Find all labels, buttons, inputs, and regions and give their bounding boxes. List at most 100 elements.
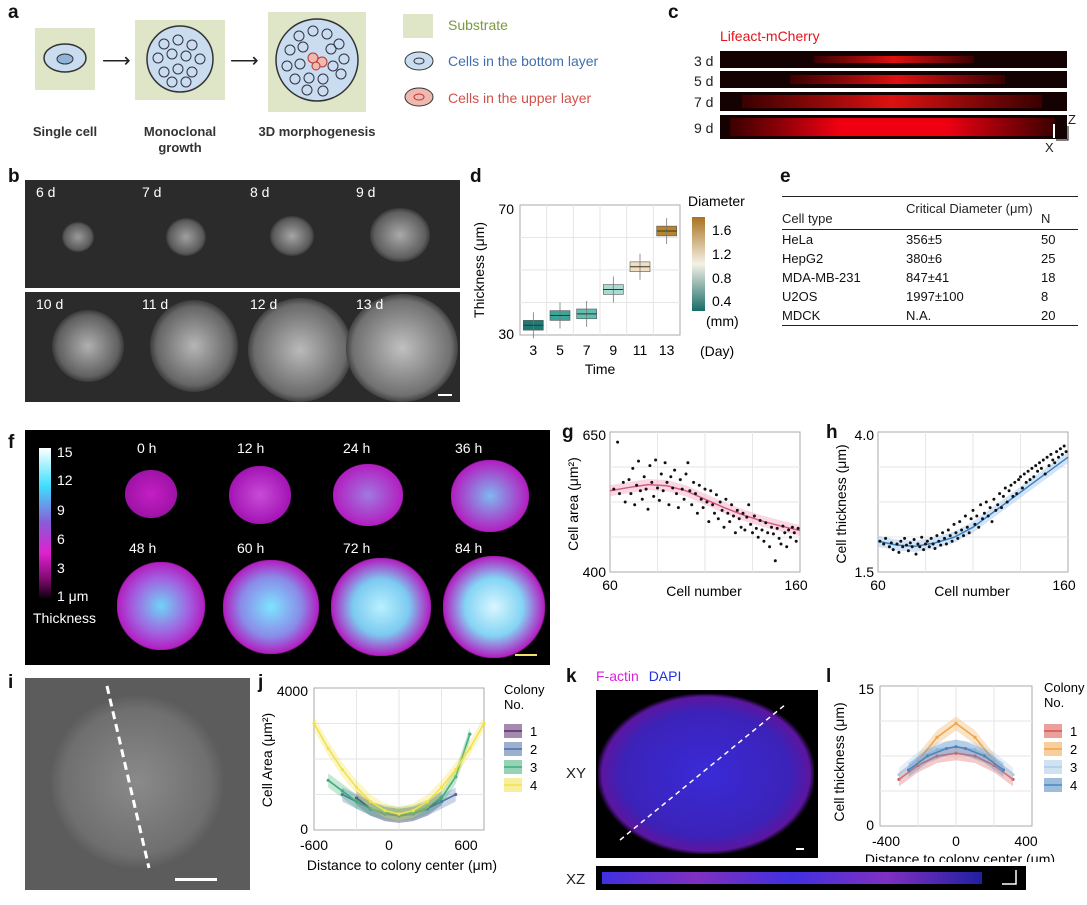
colony-phase-contrast: [51, 696, 223, 868]
ytick-top: 15: [858, 681, 874, 697]
data-point: [637, 459, 640, 463]
critical-diameter: 1997±100: [906, 289, 964, 304]
data-point: [688, 489, 692, 493]
arrow-icon: ⟶: [230, 50, 259, 72]
data-point: [770, 525, 773, 529]
data-point: [678, 478, 682, 482]
row-5d: 5 d: [694, 73, 714, 89]
series-point-1: [954, 751, 958, 755]
data-point: [671, 486, 675, 490]
colony-6d: [62, 222, 94, 252]
data-point: [948, 534, 952, 538]
xtick-right: 600: [454, 837, 478, 853]
series-point-4: [1001, 768, 1006, 772]
ytick-bottom: 0: [300, 821, 308, 837]
xtick-5: 5: [556, 342, 564, 358]
3d-morphogenesis-icon: [275, 18, 359, 102]
x-unit: (Day): [700, 343, 734, 359]
critical-diameter: 847±41: [906, 270, 950, 285]
data-point: [692, 480, 696, 484]
xtick-right: 160: [784, 577, 808, 593]
xtick-left: 60: [602, 577, 618, 593]
data-point: [762, 539, 766, 543]
data-point: [665, 480, 669, 484]
colony-8d: [270, 216, 314, 256]
data-point: [935, 534, 939, 538]
series-point-2: [954, 721, 958, 725]
data-point: [686, 461, 690, 465]
data-point: [703, 487, 707, 491]
data-point: [766, 531, 770, 535]
xy-image: [596, 690, 818, 858]
series-point-1: [973, 754, 977, 758]
y-axis-label: Thickness (μm): [471, 222, 487, 318]
n-value: 20: [1041, 308, 1056, 323]
series-point-4: [439, 785, 444, 789]
data-point: [1020, 486, 1024, 490]
series-point-1: [935, 754, 939, 758]
data-point: [659, 472, 663, 476]
data-point: [699, 497, 703, 501]
series-point-4: [354, 785, 359, 789]
colony-72h: [331, 558, 431, 656]
n-value: 25: [1041, 251, 1056, 266]
axis-x-label: X: [1045, 140, 1054, 155]
data-point: [897, 550, 901, 554]
data-point: [644, 487, 648, 491]
panel-label-k: k: [566, 666, 577, 687]
data-point: [920, 535, 924, 539]
data-point: [676, 506, 680, 510]
series-point-3: [935, 747, 939, 752]
panel-i-image: [25, 678, 250, 890]
cb-unit: (mm): [706, 313, 739, 329]
header-cell-type: Cell type: [782, 211, 833, 226]
data-point: [1028, 478, 1032, 482]
data-point: [789, 535, 792, 539]
data-point: [1051, 458, 1055, 462]
data-point: [781, 524, 785, 528]
series-point-3: [1011, 773, 1015, 777]
header-critical-diameter: Critical Diameter (μm): [906, 201, 1033, 216]
series-point-4: [468, 746, 472, 750]
data-point: [992, 497, 996, 501]
time-60h: 60 h: [237, 540, 265, 556]
colony-12d: [248, 298, 352, 402]
xtick-left: 60: [870, 577, 886, 593]
y-axis-label: Cell Area (μm²): [259, 713, 275, 807]
panel-label-d: d: [470, 166, 482, 187]
ytick-bottom: 0: [866, 817, 874, 833]
colony-11d: [150, 300, 238, 392]
data-point: [760, 528, 764, 532]
ytick-bottom: 400: [583, 564, 607, 580]
series-point-1: [897, 777, 901, 781]
cb-9: 9: [57, 502, 65, 518]
data-point: [908, 541, 912, 545]
data-point: [1003, 486, 1007, 490]
data-point: [1019, 475, 1022, 479]
series-point-4: [482, 721, 486, 726]
colorbar: [692, 217, 705, 311]
series-point-3: [354, 800, 359, 804]
chart-d: 3 5 7 9 11 13 70 30 Time (Day) Thickness (μm)…: [471, 193, 745, 377]
legend-label-1: 1: [530, 724, 537, 739]
data-point: [754, 526, 758, 530]
data-point: [887, 545, 891, 549]
data-point: [745, 515, 749, 519]
data-point: [752, 514, 756, 518]
legend-label-2: 2: [530, 742, 537, 757]
data-point: [709, 489, 713, 493]
critical-diameter-table: Cell type Critical Diameter (μm) N HeLa 3…: [782, 196, 1078, 326]
data-point: [616, 440, 620, 444]
data-point: [1024, 480, 1028, 484]
data-point: [661, 489, 665, 493]
data-point: [982, 511, 986, 515]
time-36h: 36 h: [455, 440, 483, 456]
row-7d: 7 d: [694, 94, 714, 110]
confidence-band: [878, 451, 1068, 552]
time-8d: 8 d: [250, 184, 270, 200]
data-point: [1013, 480, 1017, 484]
data-point: [697, 483, 701, 487]
series-point-4: [340, 768, 344, 772]
scale-bar: [796, 848, 804, 850]
colorbar-label: Thickness: [33, 610, 97, 626]
